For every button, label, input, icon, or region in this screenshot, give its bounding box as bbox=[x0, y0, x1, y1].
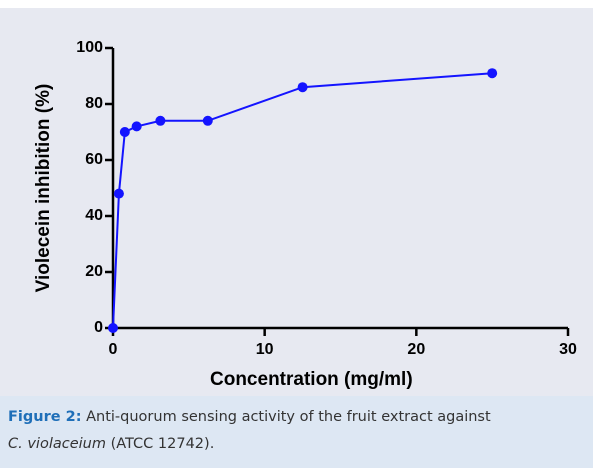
data-point bbox=[131, 121, 142, 132]
caption-rest: (ATCC 12742). bbox=[105, 436, 215, 452]
x-axis-label: Concentration (mg/ml) bbox=[210, 369, 413, 390]
y-tick-label: 80 bbox=[85, 95, 103, 112]
x-tick-label: 20 bbox=[407, 341, 425, 358]
chart: Concentration (mg/ml) Violecein inhibiti… bbox=[33, 39, 577, 390]
caption-species: C. violaceium bbox=[8, 436, 106, 452]
y-tick-label: 60 bbox=[85, 151, 103, 168]
data-point bbox=[119, 127, 130, 137]
caption-text: Anti-quorum sensing activity of the frui… bbox=[81, 409, 491, 425]
y-tick-label: 0 bbox=[94, 319, 103, 336]
x-tick-label: 10 bbox=[256, 341, 274, 358]
caption-label: Figure 2: bbox=[8, 409, 82, 425]
y-tick-label: 40 bbox=[85, 207, 103, 224]
data-point bbox=[113, 188, 124, 199]
data-point bbox=[202, 115, 213, 126]
data-point bbox=[155, 115, 166, 126]
x-tick-label: 0 bbox=[109, 341, 118, 358]
y-axis-label: Violecein inhibition (%) bbox=[33, 84, 54, 293]
data-point bbox=[487, 68, 498, 79]
x-tick-label: 30 bbox=[559, 341, 577, 358]
caption: Figure 2: Anti-quorum sensing activity o… bbox=[0, 396, 593, 468]
data-point bbox=[108, 323, 118, 333]
data-point bbox=[297, 82, 308, 93]
y-tick-label: 100 bbox=[76, 39, 103, 56]
y-tick-label: 20 bbox=[85, 263, 103, 280]
data-line bbox=[112, 72, 493, 329]
